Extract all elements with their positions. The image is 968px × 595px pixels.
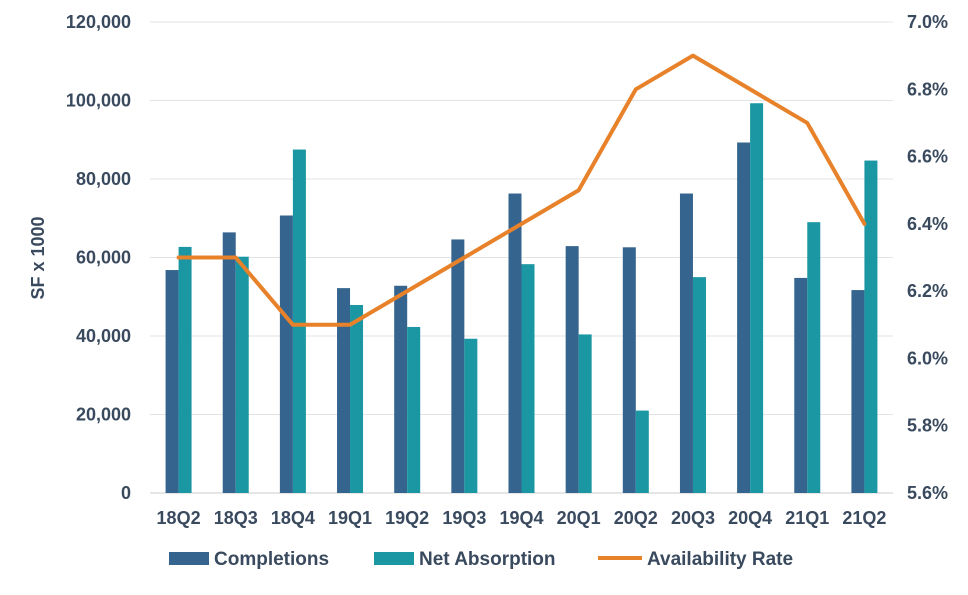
x-tick-label: 20Q3	[671, 508, 715, 528]
bar-net-absorption	[292, 149, 306, 493]
y-axis-title: SF x 1000	[28, 216, 48, 299]
bar-net-absorption	[407, 326, 421, 493]
y-tick-label: 20,000	[76, 405, 131, 425]
bar-net-absorption	[350, 304, 364, 493]
x-tick-label: 18Q3	[214, 508, 258, 528]
bar-net-absorption	[807, 222, 821, 494]
bar-completions	[451, 239, 465, 493]
bar-net-absorption	[521, 264, 535, 493]
legend-swatch-net-absorption	[374, 552, 414, 565]
bar-net-absorption	[464, 338, 478, 493]
y2-tick-label: 5.8%	[907, 416, 948, 436]
legend: Completions Net Absorption Availability Ra…	[169, 549, 793, 570]
bar-completions	[794, 277, 808, 493]
x-axis-ticks: 18Q2 18Q3 18Q4 19Q1 19Q2 19Q3 19Q4 20Q1 20Q2 20Q3…	[157, 508, 887, 528]
y-tick-label: 60,000	[76, 248, 131, 268]
bar-completions	[508, 193, 522, 493]
bar-completions	[394, 285, 408, 493]
legend-label-net-absorption: Net Absorption	[419, 549, 556, 570]
x-tick-label: 21Q2	[842, 508, 886, 528]
bar-completions	[279, 215, 293, 493]
y2-tick-label: 6.8%	[907, 79, 948, 99]
x-tick-label: 19Q3	[442, 508, 486, 528]
y2-tick-label: 5.6%	[907, 483, 948, 503]
legend-label-completions: Completions	[214, 549, 329, 570]
y2-tick-label: 6.4%	[907, 214, 948, 234]
x-tick-label: 21Q1	[785, 508, 829, 528]
left-axis-ticks: 0 20,000 40,000 60,000 80,000 100,000 120,000	[66, 12, 131, 503]
bar-completions	[679, 193, 693, 493]
y-tick-label: 100,000	[66, 91, 131, 111]
legend-swatch-completions	[169, 552, 209, 565]
x-tick-label: 19Q1	[328, 508, 372, 528]
bar-completions	[622, 247, 636, 493]
x-tick-label: 19Q2	[385, 508, 429, 528]
y2-tick-label: 6.2%	[907, 281, 948, 301]
legend-label-availability-rate: Availability Rate	[647, 549, 793, 570]
bar-net-absorption	[692, 277, 706, 493]
x-tick-label: 18Q4	[271, 508, 315, 528]
series-line-availability-rate	[176, 53, 867, 327]
x-tick-label: 20Q4	[728, 508, 772, 528]
y2-tick-label: 7.0%	[907, 12, 948, 32]
bar-net-absorption	[235, 256, 249, 493]
bar-net-absorption	[635, 410, 649, 493]
x-tick-label: 20Q2	[614, 508, 658, 528]
bar-completions	[165, 270, 179, 493]
bar-net-absorption	[864, 160, 878, 494]
bar-net-absorption	[750, 103, 764, 493]
y-tick-label: 80,000	[76, 169, 131, 189]
bar-net-absorption	[578, 334, 592, 493]
y-tick-label: 120,000	[66, 12, 131, 32]
bars-group	[165, 103, 878, 494]
bar-completions	[565, 246, 579, 493]
bar-completions	[737, 142, 751, 493]
y2-tick-label: 6.0%	[907, 348, 948, 368]
y2-tick-label: 6.6%	[907, 147, 948, 167]
x-tick-label: 18Q2	[157, 508, 201, 528]
bar-net-absorption	[178, 246, 192, 493]
x-tick-label: 20Q1	[557, 508, 601, 528]
bar-completions	[337, 288, 351, 493]
right-axis-ticks: 5.6% 5.8% 6.0% 6.2% 6.4% 6.6% 6.8% 7.0%	[907, 12, 948, 503]
bar-completions	[851, 290, 865, 493]
x-tick-label: 19Q4	[499, 508, 543, 528]
y-tick-label: 40,000	[76, 326, 131, 346]
bar-completions	[222, 232, 236, 493]
y-tick-label: 0	[121, 483, 131, 503]
line-group	[176, 53, 867, 327]
